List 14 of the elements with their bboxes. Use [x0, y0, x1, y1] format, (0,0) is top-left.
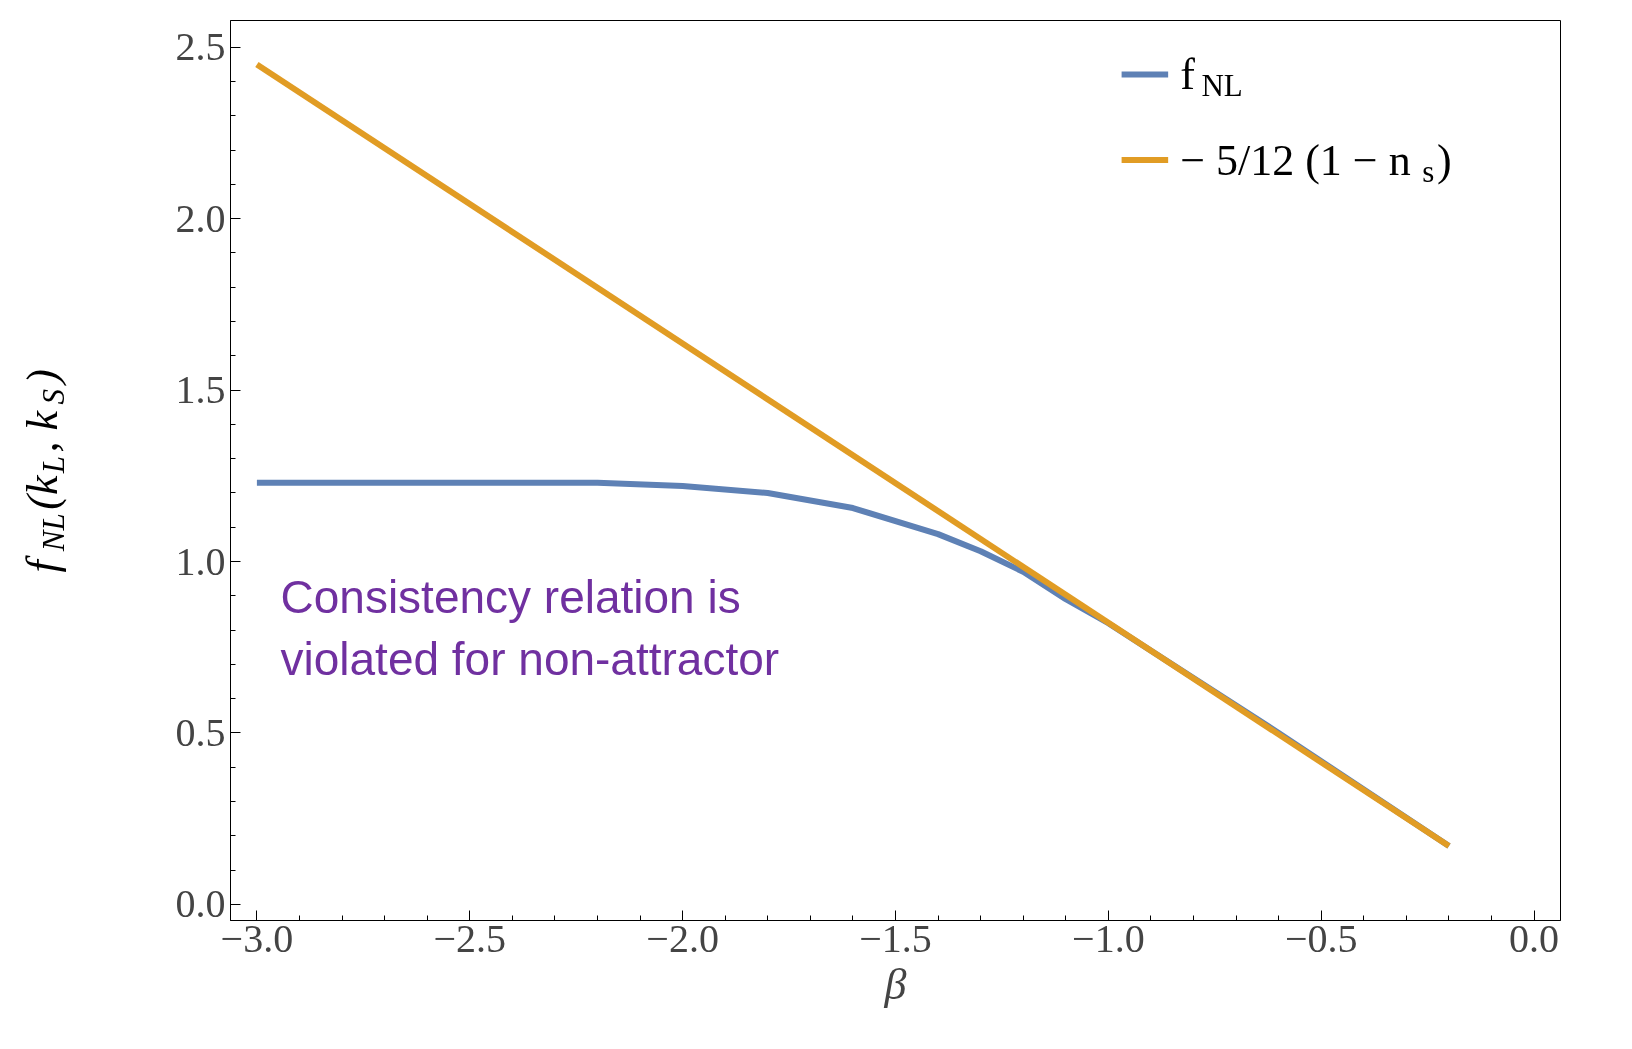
y-tick-label: 1.5	[175, 367, 226, 413]
x-tick-label: −0.5	[1284, 915, 1358, 961]
y-tick-label: 2.5	[175, 24, 226, 70]
x-tick-label: −1.0	[1072, 915, 1145, 961]
x-tick-label: −2.5	[433, 915, 507, 961]
y-axis-title: fNL(kL, kS)	[18, 369, 71, 573]
y-tick-label: 2.0	[175, 195, 226, 241]
y-tick-label: 0.5	[175, 709, 226, 755]
x-tick-label: −1.5	[859, 915, 932, 961]
annotation: Consistency relation is violated for non-attractor	[280, 570, 780, 685]
y-tick-label: 1.0	[175, 538, 226, 584]
x-axis-title: β	[883, 959, 907, 1009]
x-tick-label: −2.0	[646, 915, 719, 961]
x-tick-label: 0.0	[1509, 915, 1560, 961]
